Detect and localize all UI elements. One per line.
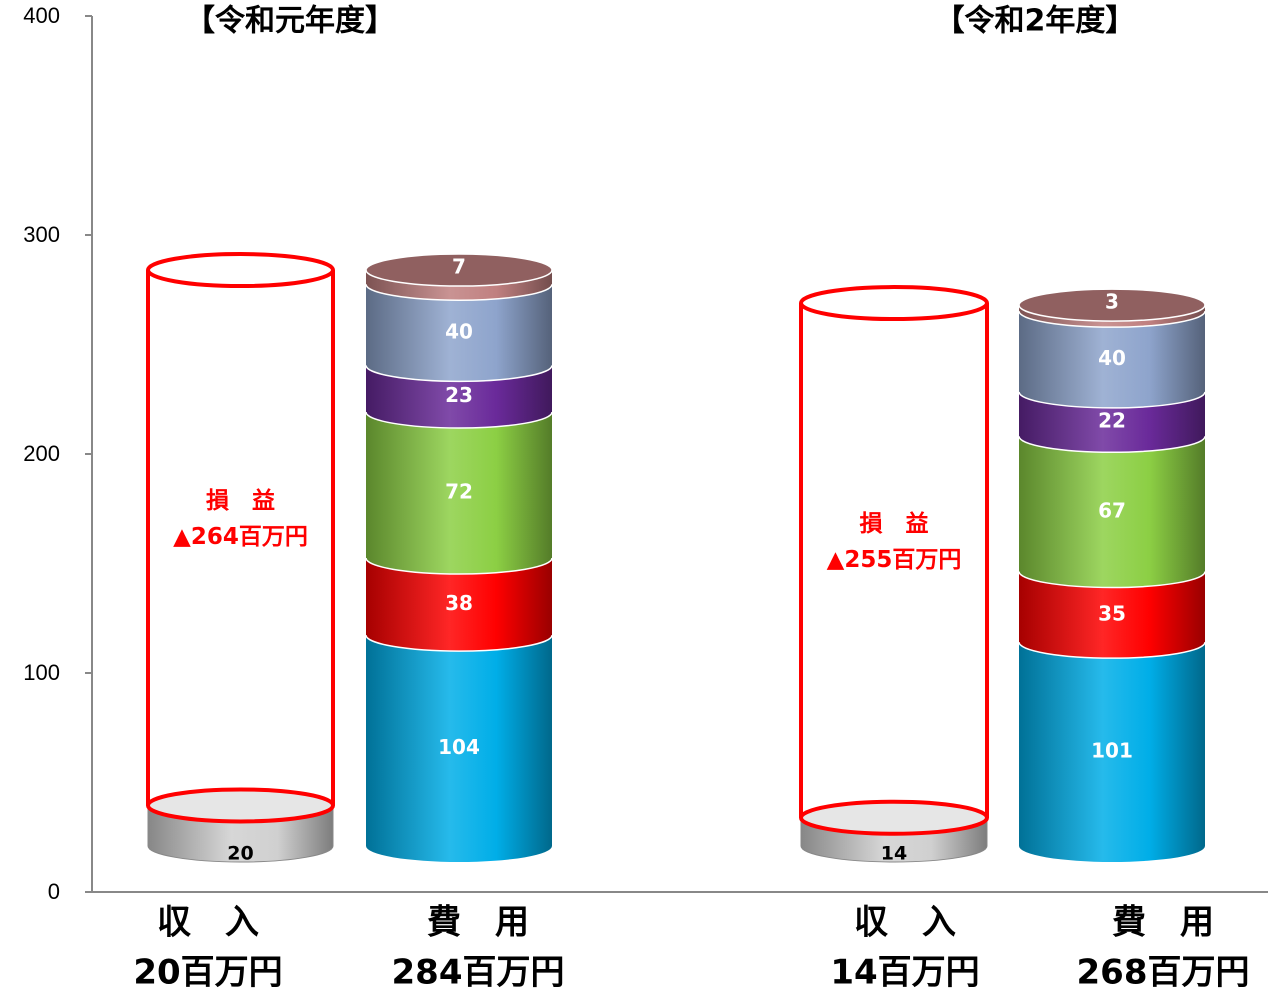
expense-value-label: 35 (1098, 601, 1126, 625)
expense-value-label: 23 (445, 383, 473, 407)
expense-category-label: 費 用 (1112, 903, 1214, 943)
expense-value-label: 3 (1105, 290, 1119, 314)
expense-value-label: 67 (1098, 498, 1126, 522)
segment-rim (365, 634, 553, 652)
income-category-label: 収 入 (854, 903, 956, 943)
y-tick-label: 0 (48, 879, 60, 904)
expense-value-label: 72 (445, 480, 473, 504)
expense-top-cap (365, 253, 553, 287)
segment-rim (1018, 571, 1206, 589)
expense-value-label: 22 (1098, 409, 1126, 433)
segment-rim (365, 557, 553, 575)
expense-amount-label: 284百万円 (392, 953, 565, 993)
expense-segment (1019, 311, 1205, 408)
segment-rim (365, 284, 553, 301)
income-value-label: 14 (881, 843, 907, 865)
year-title: 【令和2年度】 (935, 4, 1136, 39)
expense-segment (1019, 642, 1205, 862)
income-category-label: 収 入 (157, 903, 259, 943)
expense-segment (366, 558, 552, 652)
expense-value-label: 104 (438, 735, 480, 759)
segment-rim (1018, 436, 1206, 454)
expense-value-label: 7 (452, 255, 466, 279)
expense-segment (1019, 305, 1205, 328)
expense-segment (366, 412, 552, 575)
loss-label-value: ▲255百万円 (827, 547, 962, 573)
expense-segment (366, 270, 552, 301)
expense-segment (1019, 391, 1205, 453)
y-tick-label: 400 (23, 3, 60, 28)
segment-rim (1018, 310, 1206, 328)
expense-value-label: 101 (1091, 739, 1133, 763)
y-tick-label: 200 (23, 441, 60, 466)
loss-outline (146, 252, 335, 824)
loss-label-title: 損 益 (206, 487, 275, 514)
expense-segment (366, 284, 552, 382)
income-amount-label: 14百万円 (830, 953, 979, 993)
expense-top-cap (1018, 288, 1206, 322)
expense-segment (366, 635, 552, 862)
expense-value-label: 40 (1098, 346, 1126, 370)
segment-rim (1018, 642, 1206, 659)
y-tick-label: 100 (23, 660, 60, 685)
loss-outline (799, 285, 989, 836)
segment-rim (1018, 391, 1206, 409)
segment-rim (365, 411, 553, 429)
expense-value-label: 38 (445, 591, 473, 615)
expense-amount-label: 268百万円 (1077, 953, 1250, 993)
loss-label-title: 損 益 (860, 510, 929, 537)
income-value-label: 20 (227, 843, 253, 865)
expense-segment (366, 365, 552, 429)
year-title: 【令和元年度】 (185, 4, 395, 39)
segment-rim (365, 365, 553, 383)
expense-segment (1019, 436, 1205, 588)
plot-area (146, 252, 1206, 863)
income-amount-label: 20百万円 (133, 953, 282, 993)
expense-value-label: 40 (445, 319, 473, 343)
expense-segment (1019, 571, 1205, 659)
expense-category-label: 費 用 (427, 903, 529, 943)
y-axis: 0 100 200 300 400 (23, 3, 1268, 904)
loss-label-value: ▲264百万円 (173, 524, 308, 550)
y-tick-label: 300 (23, 222, 60, 247)
